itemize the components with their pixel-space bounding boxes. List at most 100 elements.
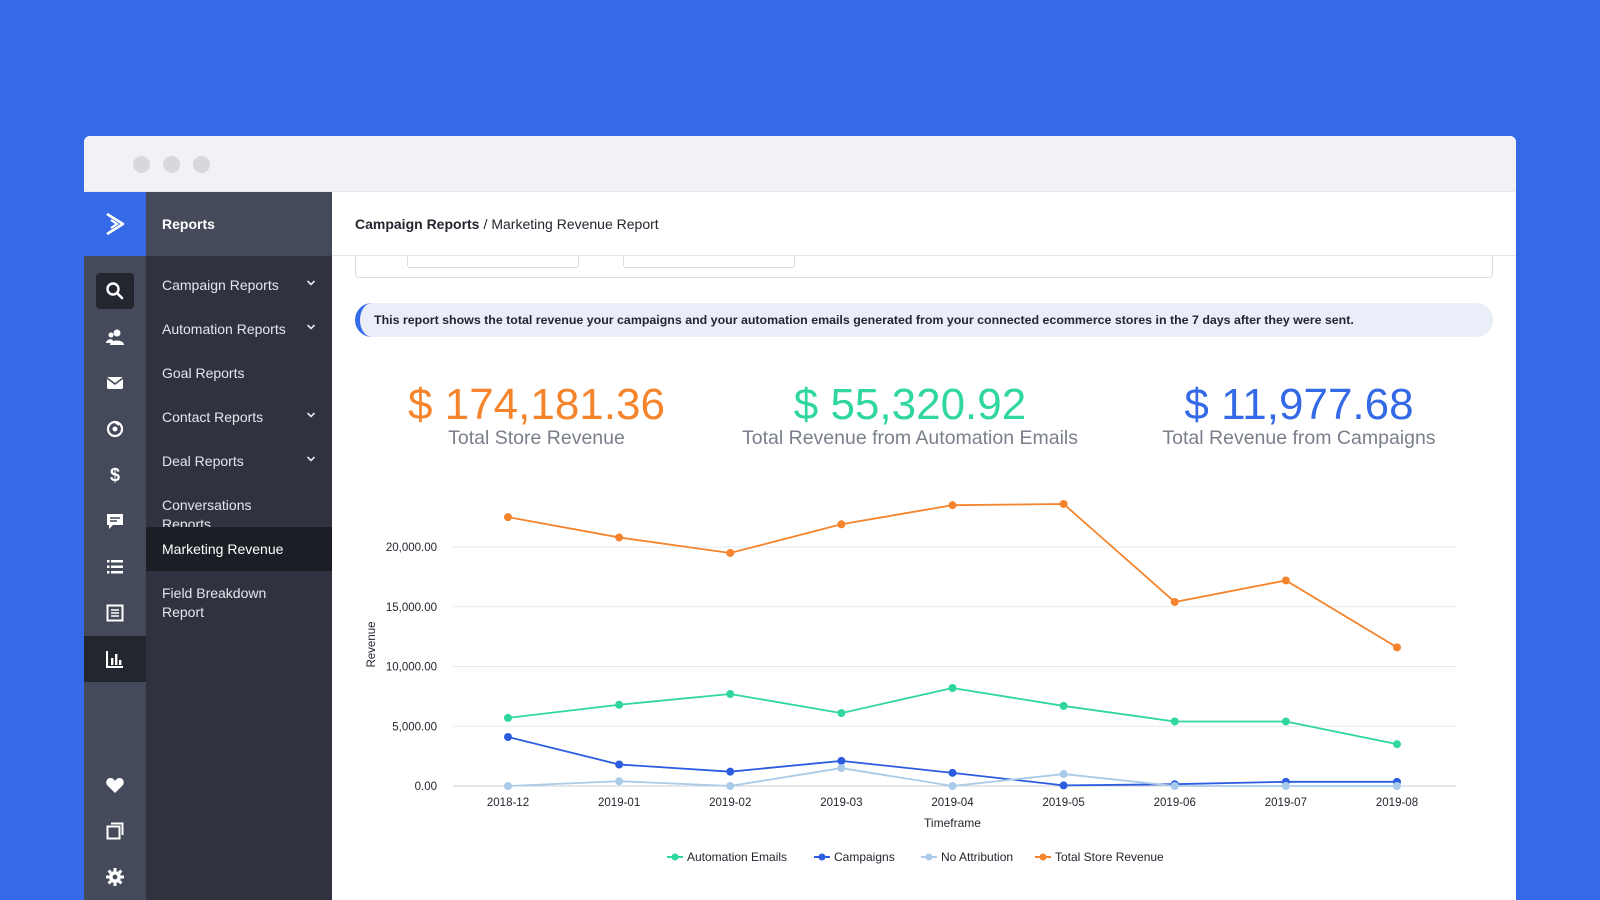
breadcrumb-current: Marketing Revenue Report: [491, 215, 659, 232]
data-point: [1393, 782, 1401, 790]
activecampaign-chevron-logo[interactable]: [84, 192, 146, 256]
stat-label: Total Revenue from Campaigns: [1162, 427, 1436, 449]
subnav-item-marketing-revenue[interactable]: Marketing Revenue: [146, 527, 332, 571]
subnav-item-label: Campaign Reports: [162, 277, 279, 293]
data-point: [837, 764, 846, 773]
email-icon[interactable]: [84, 360, 146, 406]
data-point: [1059, 770, 1068, 779]
app-shell: $ Reports Campaign Reports Automation Rep…: [84, 192, 1516, 900]
x-tick-label: 2018-12: [487, 797, 529, 809]
data-point: [504, 513, 512, 522]
subnav-item-conversations-reports[interactable]: Conversations Reports: [146, 483, 332, 532]
stat-amount: $ 55,320.92: [793, 380, 1027, 429]
legend-label[interactable]: No Attribution: [941, 850, 1013, 864]
data-point: [504, 713, 512, 722]
data-point: [615, 760, 624, 769]
subnav-item-goal-reports[interactable]: Goal Reports: [146, 351, 332, 395]
heart-icon[interactable]: [84, 762, 146, 808]
stat-automation-revenue: $ 55,320.92 Total Revenue from Automatio…: [725, 382, 1095, 450]
lists-icon[interactable]: [84, 544, 146, 590]
subnav-item-label: Marketing Revenue: [162, 541, 284, 557]
x-tick-label: 2019-08: [1376, 797, 1418, 809]
automations-icon[interactable]: [84, 406, 146, 452]
legend-swatch-dot: [818, 853, 826, 861]
filter-field-2[interactable]: [623, 256, 795, 268]
window-close-dot[interactable]: [133, 156, 150, 173]
x-tick-label: 2019-01: [598, 797, 640, 809]
data-point: [948, 782, 957, 790]
reports-icon[interactable]: [84, 636, 146, 682]
data-point: [1281, 576, 1290, 585]
x-tick-label: 2019-02: [709, 797, 751, 809]
svg-text:$: $: [110, 465, 120, 485]
legend-label[interactable]: Total Store Revenue: [1055, 850, 1164, 864]
breadcrumb: Campaign Reports / Marketing Revenue Rep…: [332, 192, 1516, 256]
stat-label: Total Revenue from Automation Emails: [742, 427, 1078, 449]
data-point: [615, 533, 624, 542]
forms-icon[interactable]: [84, 590, 146, 636]
stat-label: Total Store Revenue: [448, 427, 625, 449]
series-line: [507, 687, 1398, 746]
window-maximize-dot[interactable]: [193, 156, 210, 173]
subnav-item-label: Goal Reports: [162, 365, 245, 381]
legend-swatch-dot: [671, 853, 679, 861]
subnav-item-automation-reports[interactable]: Automation Reports: [146, 307, 332, 351]
legend-swatch-dot: [925, 853, 933, 861]
data-point: [615, 777, 624, 786]
x-tick-label: 2019-06: [1154, 797, 1196, 809]
y-tick-label: 0.00: [415, 781, 437, 793]
data-point: [1059, 499, 1068, 508]
data-point: [504, 733, 512, 742]
data-point: [1281, 717, 1290, 726]
x-axis-title: Timeframe: [924, 816, 981, 830]
conversations-icon[interactable]: [84, 498, 146, 544]
window-titlebar: [84, 136, 1516, 192]
chevron-down-icon[interactable]: [306, 410, 316, 420]
x-tick-label: 2019-03: [820, 797, 862, 809]
subnav-item-contact-reports[interactable]: Contact Reports: [146, 395, 332, 439]
icon-rail: $: [84, 192, 146, 900]
subnav-item-field-breakdown-report[interactable]: Field Breakdown Report: [146, 571, 332, 620]
subnav-item-label: Deal Reports: [162, 453, 244, 469]
contacts-icon[interactable]: [84, 314, 146, 360]
data-point: [726, 689, 735, 698]
subnav-item-deal-reports[interactable]: Deal Reports: [146, 439, 332, 483]
stat-amount: $ 174,181.36: [408, 380, 665, 429]
subnav-item-campaign-reports[interactable]: Campaign Reports: [146, 263, 332, 307]
rail-bottom-group: [84, 762, 146, 900]
subnav-item-label: Automation Reports: [162, 321, 286, 337]
breadcrumb-parent-link[interactable]: Campaign Reports: [355, 215, 480, 232]
reports-subnav: Reports Campaign Reports Automation Repor…: [146, 192, 332, 900]
y-tick-label: 10,000.00: [386, 662, 437, 674]
y-tick-label: 15,000.00: [386, 602, 437, 614]
subnav-item-label: Field Breakdown Report: [162, 585, 267, 620]
data-point: [1393, 643, 1401, 652]
data-point: [837, 520, 846, 529]
stat-total-store-revenue: $ 174,181.36 Total Store Revenue: [355, 382, 718, 450]
x-tick-label: 2019-07: [1265, 797, 1307, 809]
filter-field-1[interactable]: [407, 256, 579, 268]
data-point: [504, 782, 512, 790]
data-point: [726, 767, 735, 776]
y-tick-label: 5,000.00: [392, 721, 437, 733]
breadcrumb-separator: /: [483, 215, 488, 232]
data-point: [948, 768, 957, 777]
settings-icon[interactable]: [84, 854, 146, 900]
revenue-line-chart: 0.00 5,000.00 10,000.00 15,000.00 20,000.00 2…: [332, 462, 1516, 900]
info-banner: This report shows the total revenue your…: [355, 303, 1493, 337]
data-point: [1170, 597, 1179, 606]
series-line: [507, 503, 1398, 649]
search-icon[interactable]: [84, 268, 146, 314]
legend-label[interactable]: Automation Emails: [687, 850, 787, 864]
chevron-down-icon[interactable]: [306, 322, 316, 332]
dollar-icon[interactable]: $: [84, 452, 146, 498]
legend-label[interactable]: Campaigns: [834, 850, 895, 864]
filter-panel: [355, 256, 1493, 278]
chevron-down-icon[interactable]: [306, 278, 316, 288]
data-point: [615, 700, 624, 709]
window-minimize-dot[interactable]: [163, 156, 180, 173]
pages-icon[interactable]: [84, 808, 146, 854]
stat-amount: $ 11,977.68: [1184, 380, 1414, 429]
browser-window: $ Reports Campaign Reports Automation Rep…: [84, 136, 1516, 900]
chevron-down-icon[interactable]: [306, 454, 316, 464]
